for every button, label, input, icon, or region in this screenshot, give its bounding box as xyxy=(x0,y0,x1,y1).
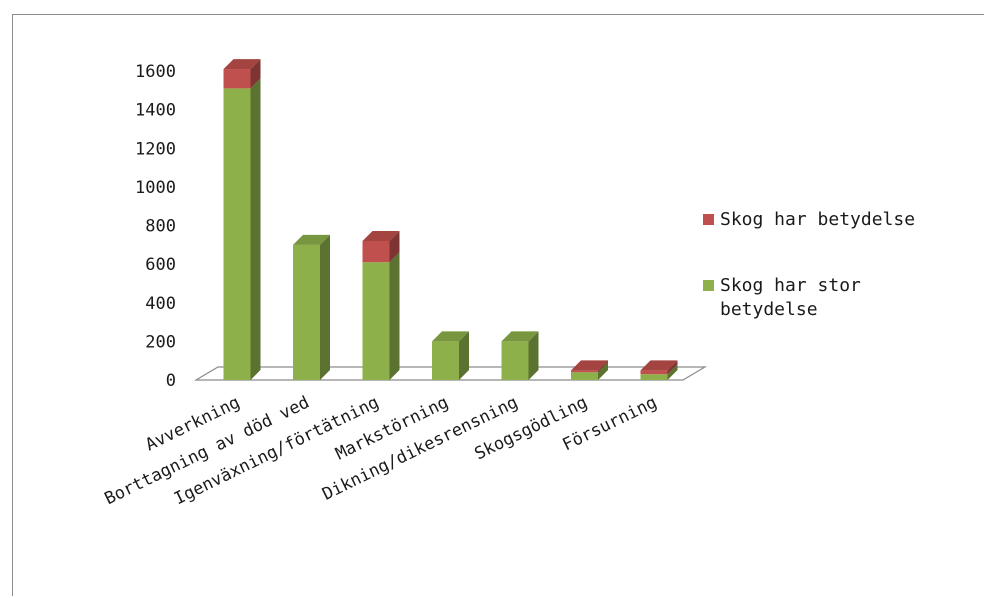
legend-swatch xyxy=(703,280,714,291)
y-tick-label: 1000 xyxy=(135,178,176,198)
bar-segment xyxy=(571,372,598,380)
bar-segment xyxy=(362,262,390,380)
y-tick-label: 400 xyxy=(145,294,176,314)
chart-frame xyxy=(12,14,984,596)
bar-segment xyxy=(571,370,598,373)
bar-segment-side xyxy=(459,331,469,380)
bar-top xyxy=(501,331,539,342)
y-tick-label: 800 xyxy=(145,217,176,237)
bar-segment xyxy=(223,69,251,89)
y-tick-label: 1400 xyxy=(135,101,176,121)
bar-segment-side xyxy=(598,362,608,380)
bar-segment xyxy=(223,88,251,380)
bar-segment xyxy=(362,240,390,263)
bar-segment xyxy=(640,370,668,375)
bar-top xyxy=(432,331,469,342)
bar-segment xyxy=(293,244,320,380)
legend-label: betydelse xyxy=(720,299,818,320)
bar-segment-side xyxy=(320,234,330,380)
bar-segment-side xyxy=(250,78,261,380)
bar-segment xyxy=(432,341,459,380)
y-tick-label: 1200 xyxy=(135,139,176,159)
bar-segment-side xyxy=(667,360,678,375)
bar-segment-side xyxy=(389,230,400,263)
bar-top xyxy=(640,360,678,371)
bar-segment-side xyxy=(389,252,400,380)
bar-segment-side xyxy=(528,331,539,380)
bar-top xyxy=(362,230,400,241)
y-tick-label: 600 xyxy=(145,255,176,275)
legend-label: Skog har betydelse xyxy=(720,209,915,230)
bar-segment-side xyxy=(250,59,261,89)
bar-top xyxy=(571,360,608,371)
legend-swatch xyxy=(703,214,714,225)
bar-segment xyxy=(501,341,529,380)
y-tick-label: 1600 xyxy=(135,62,176,82)
legend-label: Skog har stor xyxy=(720,275,861,296)
bar-segment-side xyxy=(667,364,678,380)
y-tick-label: 200 xyxy=(145,332,176,352)
bar-segment-side xyxy=(598,360,608,373)
bar-top xyxy=(223,59,261,70)
bar-segment xyxy=(640,374,668,380)
y-tick-label: 0 xyxy=(166,371,176,391)
bar-top xyxy=(293,234,330,245)
